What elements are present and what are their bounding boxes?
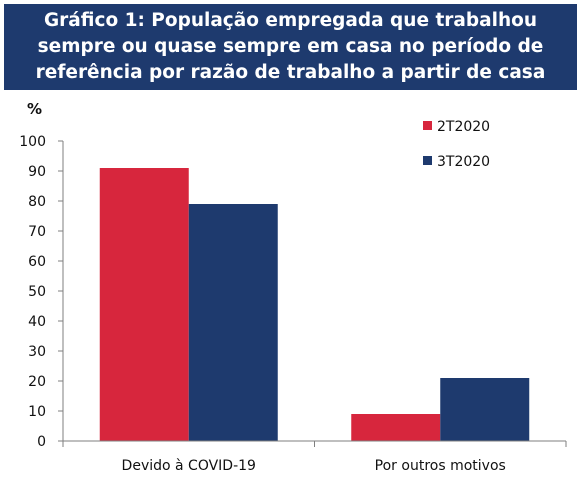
x-axis: Devido à COVID-19 Por outros motivos bbox=[62, 440, 567, 474]
y-tick-label: 60 bbox=[28, 254, 46, 270]
legend-swatch bbox=[423, 121, 432, 130]
y-tick-label: 100 bbox=[19, 134, 46, 150]
bar-2t2020-outros bbox=[351, 414, 441, 441]
legend-label: 2T2020 bbox=[437, 119, 490, 135]
bars bbox=[99, 168, 530, 441]
legend-swatch bbox=[423, 156, 432, 165]
y-tick-label: 0 bbox=[37, 434, 46, 450]
y-tick-label: 30 bbox=[28, 344, 46, 360]
bar-3t2020-covid bbox=[188, 204, 278, 441]
y-tick-label: 40 bbox=[28, 314, 46, 330]
y-tick-label: 90 bbox=[28, 164, 46, 180]
chart-title-line-2: sempre ou quase sempre em casa no períod… bbox=[37, 36, 544, 57]
x-category-label: Por outros motivos bbox=[375, 458, 506, 474]
chart-title: Gráfico 1: População empregada que traba… bbox=[4, 4, 577, 90]
y-tick-label: 80 bbox=[28, 194, 46, 210]
y-unit-label: % bbox=[27, 100, 42, 118]
bar-3t2020-outros bbox=[440, 378, 530, 441]
legend-label: 3T2020 bbox=[437, 154, 490, 170]
y-tick-label: 70 bbox=[28, 224, 46, 240]
legend: 2T2020 3T2020 bbox=[423, 119, 490, 170]
bar-2t2020-covid bbox=[99, 168, 189, 441]
chart-title-line-1: Gráfico 1: População empregada que traba… bbox=[43, 10, 538, 31]
y-tick-label: 50 bbox=[28, 284, 46, 300]
y-axis: 0 10 20 30 40 50 60 70 80 90 100 bbox=[19, 134, 64, 450]
y-tick-label: 20 bbox=[28, 374, 46, 390]
chart-title-line-3: referência por razão de trabalho a parti… bbox=[35, 62, 546, 83]
y-tick-label: 10 bbox=[28, 404, 46, 420]
x-category-label: Devido à COVID-19 bbox=[122, 458, 256, 474]
